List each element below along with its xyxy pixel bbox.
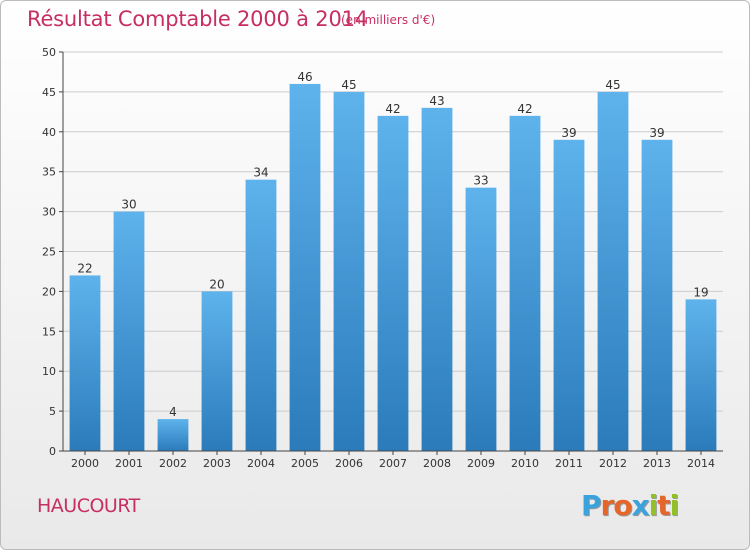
bar-2004 xyxy=(245,179,277,451)
logo-letter: o xyxy=(613,489,632,522)
data-label: 20 xyxy=(209,277,224,291)
x-tick-label: 2010 xyxy=(511,457,539,470)
logo-letter: x xyxy=(631,489,650,522)
data-label: 43 xyxy=(429,94,444,108)
y-tick-label: 40 xyxy=(42,126,56,139)
logo-letter: t xyxy=(657,489,670,522)
bar-2005 xyxy=(289,83,321,452)
data-label: 30 xyxy=(121,198,136,212)
bar-2008 xyxy=(421,107,453,452)
bar-2006 xyxy=(333,91,365,452)
data-label: 33 xyxy=(473,174,488,188)
data-label: 45 xyxy=(605,78,620,92)
bar-2003 xyxy=(201,291,233,451)
x-tick-label: 2004 xyxy=(247,457,275,470)
x-tick-label: 2009 xyxy=(467,457,495,470)
data-label: 42 xyxy=(517,102,532,116)
data-label: 45 xyxy=(341,78,356,92)
bar-2001 xyxy=(113,211,145,451)
y-tick-label: 20 xyxy=(42,285,56,298)
x-tick-label: 2014 xyxy=(687,457,715,470)
bars xyxy=(69,83,717,452)
y-tick-label: 45 xyxy=(42,86,56,99)
y-tick-label: 5 xyxy=(49,405,56,418)
commune-name: HAUCOURT xyxy=(37,495,140,517)
labels: 0 5 10 15 20 25 30 35 40 45 50 22 2000 30 2001 4 2002 20 2… xyxy=(42,46,715,470)
x-tick-label: 2012 xyxy=(599,457,627,470)
x-tick-label: 2006 xyxy=(335,457,363,470)
data-label: 39 xyxy=(649,126,664,140)
bar-2010 xyxy=(509,115,541,451)
y-tick-label: 35 xyxy=(42,166,56,179)
bar-2002 xyxy=(157,419,189,451)
logo-letter: i xyxy=(669,489,680,522)
data-label: 22 xyxy=(77,261,92,275)
x-tick-label: 2001 xyxy=(115,457,143,470)
bar-2014 xyxy=(685,299,717,451)
data-label: 34 xyxy=(253,166,268,180)
x-tick-label: 2007 xyxy=(379,457,407,470)
y-tick-label: 10 xyxy=(42,365,56,378)
bar-2007 xyxy=(377,115,409,451)
chart-title: Résultat Comptable 2000 à 2014 xyxy=(27,7,368,31)
x-tick-label: 2000 xyxy=(71,457,99,470)
x-tick-label: 2013 xyxy=(643,457,671,470)
y-tick-label: 25 xyxy=(42,246,56,259)
logo-letter: P xyxy=(581,489,602,522)
x-tick-label: 2005 xyxy=(291,457,319,470)
y-tick-label: 30 xyxy=(42,206,56,219)
data-label: 39 xyxy=(561,126,576,140)
bar-2011 xyxy=(553,139,585,451)
data-label: 4 xyxy=(169,405,177,419)
bar-2013 xyxy=(641,139,673,451)
x-tick-label: 2008 xyxy=(423,457,451,470)
x-tick-label: 2011 xyxy=(555,457,583,470)
bar-2009 xyxy=(465,187,497,451)
y-tick-label: 15 xyxy=(42,325,56,338)
chart-subtitle: (en milliers d'€) xyxy=(341,13,436,27)
x-tick-label: 2003 xyxy=(203,457,231,470)
logo-letter: r xyxy=(600,489,615,522)
axes xyxy=(59,51,723,455)
data-label: 42 xyxy=(385,102,400,116)
bar-2000 xyxy=(69,275,101,451)
bar-2012 xyxy=(597,91,629,452)
proxiti-logo: Proxiti xyxy=(581,489,680,522)
y-tick-label: 50 xyxy=(42,46,56,59)
data-label: 46 xyxy=(297,70,312,84)
data-label: 19 xyxy=(693,285,708,299)
logo-letter: i xyxy=(648,489,659,522)
y-tick-label: 0 xyxy=(49,445,56,458)
x-tick-label: 2002 xyxy=(159,457,187,470)
